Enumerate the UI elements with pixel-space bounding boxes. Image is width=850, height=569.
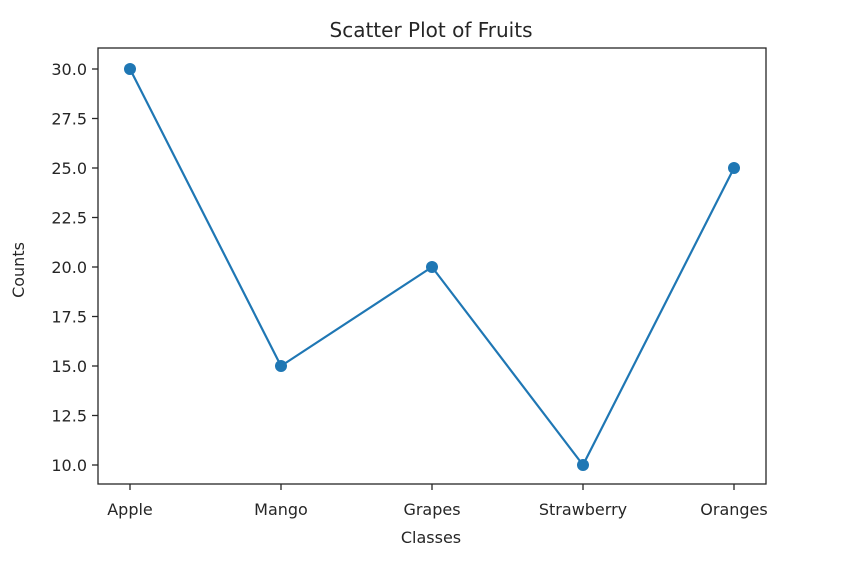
y-tick-label: 12.5	[51, 407, 87, 426]
y-tick-label: 22.5	[51, 209, 87, 228]
data-point-marker	[728, 162, 740, 174]
y-tick-label: 27.5	[51, 110, 87, 129]
chart-title: Scatter Plot of Fruits	[330, 18, 533, 42]
y-axis-ticks: 10.0 12.5 15.0 17.5 20.0 22.5 25.0 27.5 30.0	[51, 60, 98, 475]
x-axis-ticks: Apple Mango Grapes Strawberry Oranges	[107, 484, 768, 519]
y-tick-label: 25.0	[51, 159, 87, 178]
y-tick-label: 10.0	[51, 456, 87, 475]
x-tick-label: Mango	[254, 500, 308, 519]
x-axis-label: Classes	[401, 528, 461, 547]
x-tick-label: Oranges	[700, 500, 767, 519]
data-point-marker	[124, 63, 136, 75]
series-markers	[124, 63, 740, 471]
y-tick-label: 15.0	[51, 357, 87, 376]
y-tick-label: 20.0	[51, 258, 87, 277]
x-tick-label: Apple	[107, 500, 153, 519]
data-point-marker	[577, 459, 589, 471]
x-tick-label: Strawberry	[539, 500, 627, 519]
data-point-marker	[426, 261, 438, 273]
x-tick-label: Grapes	[403, 500, 460, 519]
plot-area-frame	[97, 47, 767, 485]
data-series	[124, 63, 740, 471]
y-tick-label: 17.5	[51, 308, 87, 327]
y-axis-label: Counts	[9, 242, 28, 298]
data-point-marker	[275, 360, 287, 372]
y-tick-label: 30.0	[51, 60, 87, 79]
